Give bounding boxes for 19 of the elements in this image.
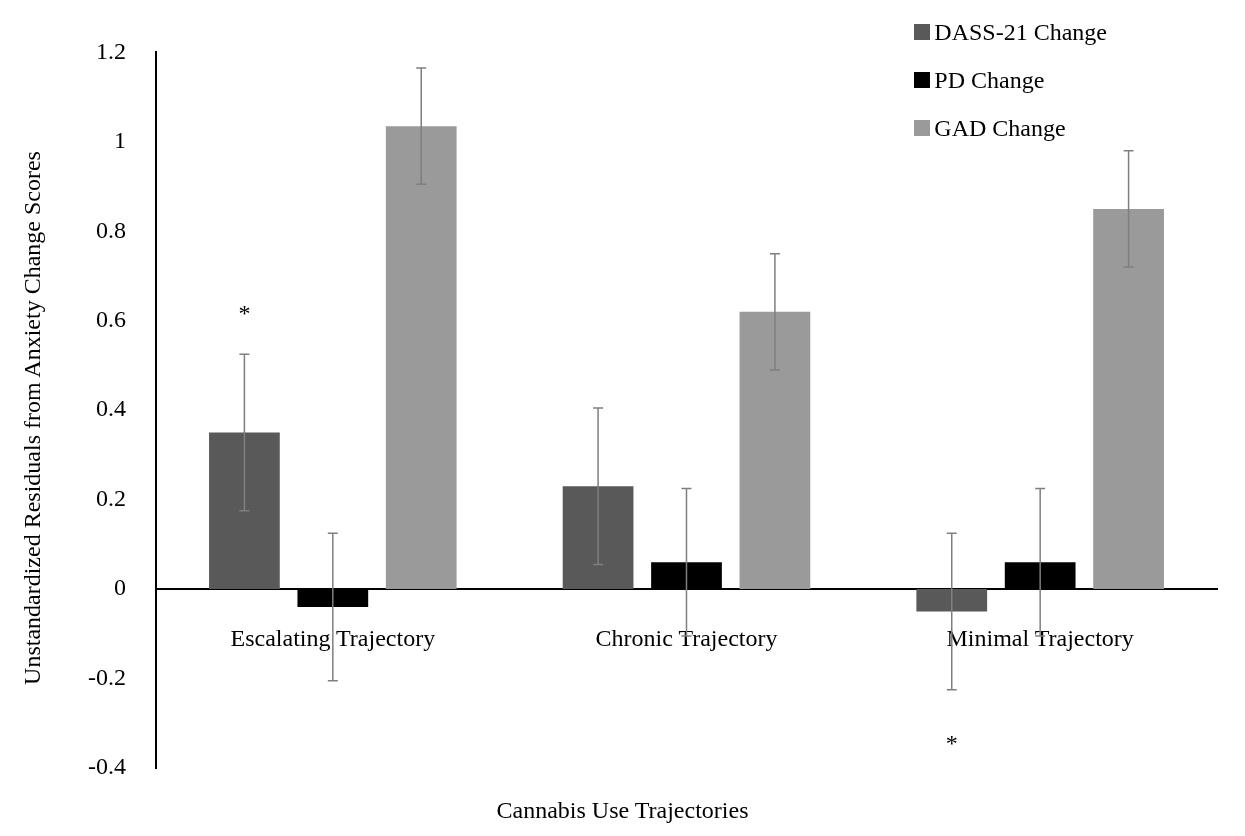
annotation: *: [238, 299, 251, 326]
y-tick-label: 1.2: [95, 37, 126, 64]
x-axis-title: Cannabis Use Trajectories: [495, 797, 750, 824]
legend-label: PD Change: [934, 66, 1045, 95]
y-tick-label: 0.2: [95, 484, 126, 511]
annotation: *: [945, 730, 958, 757]
legend-label: GAD Change: [934, 114, 1066, 143]
x-tick-label: Minimal Trajectory: [946, 624, 1134, 651]
y-tick-label: 0: [113, 574, 126, 601]
y-tick-label: -0.4: [87, 753, 126, 780]
y-axis-title: Unstandardized Residuals from Anxiety Change Scores: [18, 151, 46, 685]
x-tick-label: Escalating Trajectory: [230, 624, 436, 651]
y-tick-label: 1: [113, 127, 126, 154]
y-tick-label: 0.4: [95, 395, 126, 422]
x-tick-label: Chronic Trajectory: [595, 624, 778, 651]
y-tick-label: 0.8: [95, 216, 126, 243]
legend-label: DASS-21 Change: [934, 18, 1107, 47]
y-tick-label: 0.6: [95, 306, 126, 333]
y-tick-label: -0.2: [87, 663, 126, 690]
